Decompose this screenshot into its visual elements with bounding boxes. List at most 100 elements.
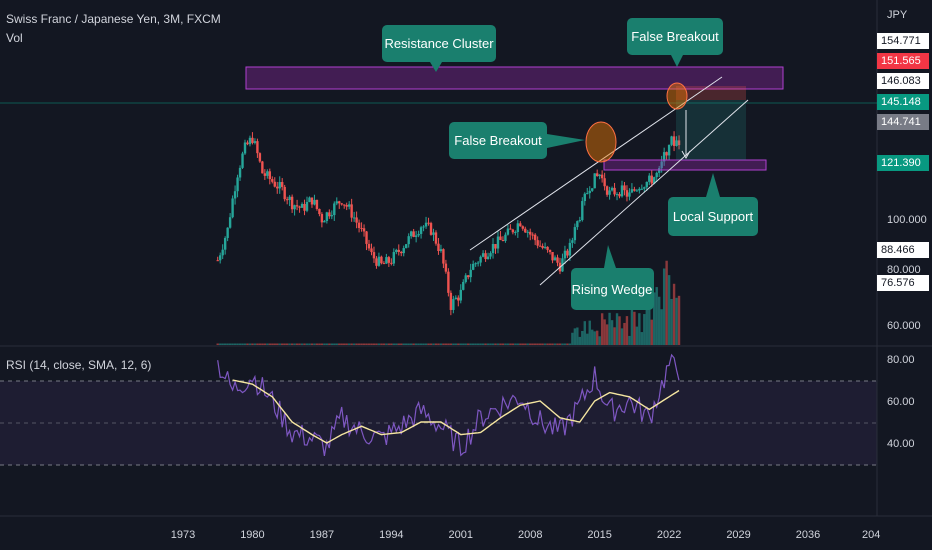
volume-bar — [375, 343, 378, 345]
candle-body — [444, 263, 448, 272]
volume-bar — [650, 319, 653, 345]
candle-body — [618, 194, 621, 197]
candle-body — [638, 188, 641, 191]
volume-bar — [221, 343, 224, 345]
volume-bar — [320, 343, 324, 345]
volume-bar — [660, 309, 663, 345]
symbol-title[interactable]: Swiss Franc / Japanese Yen, 3M, FXCM — [6, 12, 221, 26]
rsi-tick-60: 60.00 — [887, 396, 915, 408]
price-badge-6: 88.466 — [877, 242, 929, 258]
candle-body — [231, 198, 234, 218]
volume-bar — [390, 343, 393, 345]
time-tick: 2008 — [518, 529, 542, 541]
candle-body — [380, 256, 383, 264]
callout-local-support[interactable]: Local Support — [668, 173, 758, 236]
callout-false-breakout-mid[interactable]: False Breakout — [449, 122, 585, 159]
candle-body — [261, 161, 264, 174]
volume-bar — [300, 343, 304, 345]
volume-bar — [263, 343, 267, 345]
volume-bar — [442, 343, 445, 345]
volume-bar — [338, 343, 341, 345]
volume-bar — [387, 343, 391, 345]
candle-body — [499, 236, 502, 240]
candle-body — [427, 222, 430, 224]
callout-false-breakout-top[interactable]: False Breakout — [627, 18, 723, 67]
candle-body — [471, 263, 475, 270]
time-tick: 1994 — [379, 529, 403, 541]
candle-body — [241, 153, 244, 168]
candle-body — [295, 205, 299, 207]
volume-bar — [246, 343, 249, 345]
volume-bar — [261, 343, 264, 345]
candle-body — [305, 202, 309, 211]
volume-bar — [670, 298, 673, 345]
volume-bar — [318, 343, 321, 345]
callout-rising-wedge[interactable]: Rising Wedge — [571, 245, 654, 310]
volume-bar — [613, 327, 616, 345]
volume-bar — [553, 343, 557, 345]
resistance-cluster-zone[interactable] — [245, 66, 784, 90]
candle-body — [278, 182, 281, 189]
volume-bar — [417, 343, 420, 345]
volume-bar — [586, 333, 589, 345]
local-support-zone[interactable] — [603, 159, 767, 171]
candle-body — [442, 249, 445, 264]
volume-bar — [486, 343, 490, 345]
volume-bar — [400, 343, 403, 345]
volume-bar — [538, 343, 542, 345]
candle-body — [576, 221, 579, 228]
candle-body — [600, 174, 604, 179]
candle-body — [605, 186, 609, 195]
volume-bar — [340, 343, 343, 345]
candle-body — [608, 190, 611, 195]
volume-bar — [370, 343, 373, 345]
candle-body — [310, 197, 314, 205]
candle-body — [219, 255, 222, 261]
price-badge-0: 154.771 — [877, 33, 929, 49]
candle-body — [553, 257, 557, 261]
volume-bar — [323, 343, 326, 345]
volume-bar — [226, 343, 229, 345]
candle-body — [248, 137, 252, 145]
wedge-upper-line[interactable] — [469, 76, 723, 251]
volume-bar — [402, 343, 405, 345]
callout-local-support-text: Local Support — [673, 209, 754, 224]
volume-bar — [325, 343, 329, 345]
volume-bar — [231, 343, 234, 345]
volume-bar — [610, 320, 614, 345]
candle-body — [667, 144, 671, 156]
volume-bar — [454, 343, 458, 345]
volume-bar — [315, 343, 319, 345]
candle-body — [238, 167, 242, 178]
volume-bar — [630, 304, 634, 345]
volume-bar — [444, 343, 448, 345]
time-tick: 2036 — [796, 529, 820, 541]
volume-bar — [330, 343, 334, 345]
volume-bar — [382, 343, 386, 345]
candle-body — [402, 248, 405, 254]
volume-bar — [598, 336, 601, 345]
callout-resistance-cluster[interactable]: Resistance Cluster — [382, 25, 496, 72]
volume-bar — [514, 343, 517, 345]
volume-bar — [588, 320, 591, 345]
wedge-lower-line[interactable] — [539, 99, 749, 286]
candle-body — [603, 178, 606, 187]
volume-bar — [424, 343, 428, 345]
volume-bar — [471, 343, 475, 345]
volume-bar — [462, 343, 465, 345]
volume-bar — [558, 343, 562, 345]
volume-bar — [561, 343, 564, 345]
candle-body — [271, 179, 274, 182]
volume-bar — [276, 343, 279, 345]
volume-label[interactable]: Vol — [6, 31, 23, 45]
candle-body — [382, 263, 386, 265]
volume-bar — [581, 330, 584, 345]
candle-body — [457, 297, 460, 301]
volume-bar — [385, 343, 388, 345]
volume-bar — [216, 343, 219, 345]
candle-body — [375, 258, 378, 266]
rsi-tick-80: 80.00 — [887, 354, 915, 366]
volume-bar — [360, 343, 363, 345]
rsi-label[interactable]: RSI (14, close, SMA, 12, 6) — [6, 358, 152, 372]
